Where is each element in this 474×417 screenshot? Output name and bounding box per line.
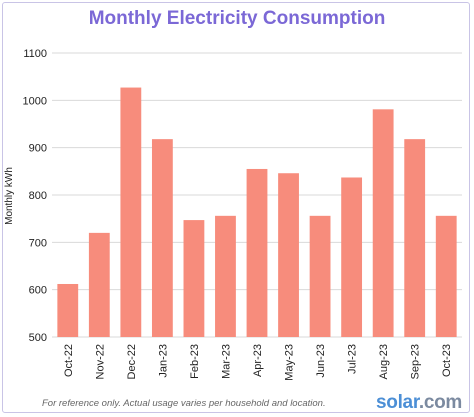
y-tick-label: 700 [29,237,47,249]
bar-jul-23[interactable] [341,177,363,337]
x-tick-label: Feb-23 [189,344,201,379]
y-tick-label: 1000 [23,95,47,107]
x-tick-label: May-23 [284,344,296,381]
footnote: For reference only. Actual usage varies … [42,398,326,409]
chart-frame [2,2,470,413]
bar-may-23[interactable] [278,173,299,337]
bar-nov-22[interactable] [88,232,110,337]
bar-apr-23[interactable] [246,168,268,337]
x-tick-label: Oct-22 [63,344,75,377]
x-tick-labels: Oct-22 Nov-22 Dec-22 Jan-23 Feb-23 Mar-23 Apr-… [63,344,453,381]
bar-feb-23[interactable] [183,220,205,337]
chart-title: Monthly Electricity Consumption [88,8,386,29]
y-tick-label: 900 [29,143,47,155]
bar-oct-22[interactable] [57,283,79,337]
x-tick-label: Mar-23 [220,344,232,379]
x-tick-label: Jul-23 [347,344,359,374]
y-tick-label: 1100 [23,48,47,60]
bar-sep-23[interactable] [404,139,426,337]
bars [57,87,457,338]
bar-oct-23[interactable] [435,215,457,337]
bar-jan-23[interactable] [151,139,173,337]
x-tick-label: Nov-22 [94,344,106,379]
bar-jun-23[interactable] [309,215,331,337]
y-axis-label: Monthly kWh [4,167,15,225]
brand-suffix: .com [418,392,463,413]
brand-logo[interactable]: solar.com [376,392,462,414]
brand-name: solar [376,392,419,413]
bar-dec-22[interactable] [120,87,142,337]
bar-aug-23[interactable] [372,109,394,338]
bar-mar-23[interactable] [215,215,236,337]
x-tick-label: Aug-23 [378,344,390,379]
y-tick-label: 600 [29,285,47,297]
x-tick-label: Jun-23 [315,344,327,378]
x-tick-label: Jan-23 [157,344,169,378]
y-tick-labels: 500 600 700 800 900 1000 1100 [23,48,47,344]
x-tick-label: Apr-23 [252,344,264,377]
x-tick-label: Oct-23 [441,344,453,377]
x-tick-label: Dec-22 [126,344,138,379]
x-tick-label: Sep-23 [410,344,422,379]
y-tick-label: 500 [29,332,47,344]
y-tick-label: 800 [29,190,47,202]
